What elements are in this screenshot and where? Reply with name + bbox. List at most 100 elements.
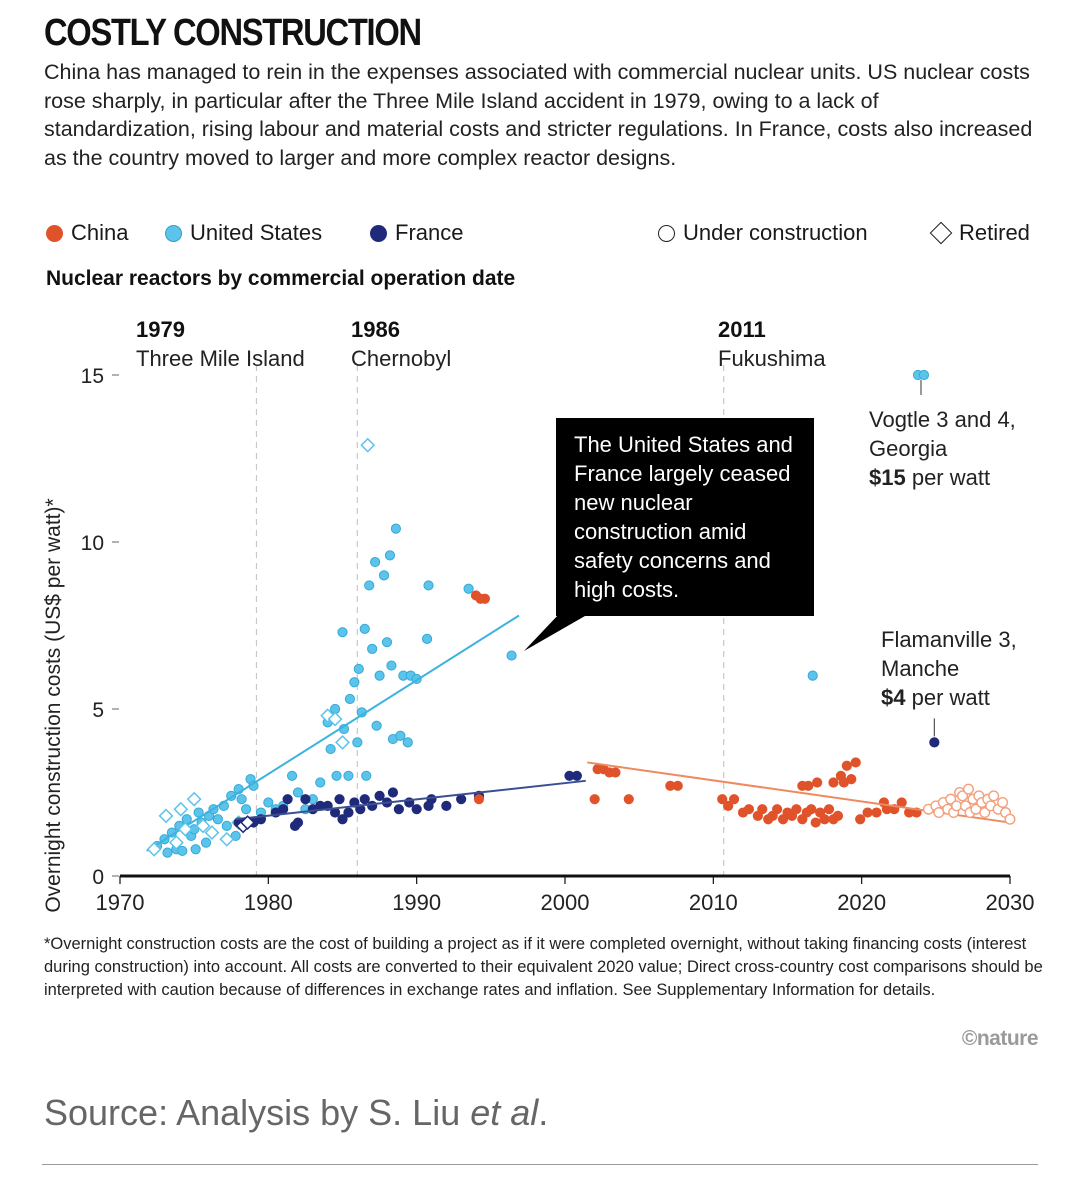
china-point [823,804,835,815]
china-point [850,757,861,768]
united-states-point [370,556,381,568]
france-point [282,794,293,805]
china-point [803,780,814,791]
united-states-point [421,633,433,644]
united-states-point [506,650,517,661]
united-states-retired-point [335,734,350,750]
france-point [393,804,404,815]
legend-item-china: China [46,220,128,246]
united-states-point [337,627,348,638]
nature-credit: ©nature [961,1027,1039,1050]
event-label-1986: Chernobyl [351,346,451,371]
france-point [411,804,422,815]
france-under-construction-point [929,737,940,748]
china-under-construction-point [1004,813,1016,825]
france-point [278,804,289,815]
china-point [729,794,740,805]
united-states-retired-point [173,801,189,817]
bottom-rule [42,1164,1038,1165]
source-italic: et al [470,1092,539,1133]
event-label-1979: Three Mile Island [136,346,305,371]
china-point [846,774,857,785]
united-states-point [374,670,385,681]
united-states-point [371,720,382,731]
france-marker-icon [370,224,387,242]
china-under-construction-point [988,790,1000,802]
source-suffix: . [538,1092,549,1133]
china-point [623,794,634,805]
united-states-point [384,550,396,561]
united-states-under-construction-point [918,369,930,381]
united-states-point [331,770,342,781]
france-point [334,794,345,805]
china-point [717,794,728,805]
united-states-point [463,583,474,594]
legend-item-retired: Retired [929,220,1030,246]
united-states-point [390,523,401,534]
china-point [610,767,621,778]
china-point [473,794,485,805]
united-states-point [349,677,360,688]
united-states-point [343,770,354,781]
chart-heading: Nuclear reactors by commercial operation… [46,267,516,290]
united-states-point [395,730,406,741]
china-point [757,804,768,815]
united-states-point [352,737,363,748]
united-states-point [236,794,247,805]
china-point [772,804,783,815]
france-point [337,814,348,825]
x-tick-label-2000: 2000 [541,890,590,915]
united-states-point [353,663,364,675]
legend-label-china: China [71,220,129,245]
china-under-construction-point [962,783,974,795]
france-point [426,794,437,805]
united-states-point [230,830,241,842]
us-marker-icon [165,224,182,242]
united-states-point [402,737,413,748]
china-under-construction-point [951,800,963,812]
legend: China United States France Under constru… [44,218,1038,250]
callout-pointer [524,613,585,651]
united-states-point [807,670,818,681]
china-point [812,777,823,788]
france-point [359,794,370,805]
flamanville-label-line2: Manche [881,656,959,681]
china-point [862,807,873,818]
united-states-retired-point [158,808,174,824]
united-states-retired-point [219,831,235,847]
united-states-point [423,580,434,591]
united-states-retired-point [168,835,184,851]
vogtle-value: $15 per watt [869,465,990,490]
x-tick-label-1990: 1990 [392,890,441,915]
event-year-1979: 1979 [136,317,185,342]
united-states-point [361,770,372,781]
chart-title: COSTLY CONSTRUCTION [44,12,422,54]
event-label-2011: Fukushima [718,346,826,371]
china-point [589,794,600,805]
china-point [819,814,830,825]
china-under-construction-point [979,807,991,819]
united-states-point [240,804,252,815]
france-point [300,794,311,805]
source-prefix: Source: Analysis by S. Liu [44,1092,471,1133]
event-year-2011: 2011 [718,317,766,342]
united-states-point [381,637,393,648]
x-tick-label-2020: 2020 [837,890,886,915]
china-under-construction-point [997,797,1009,809]
legend-label-retired: Retired [959,220,1030,245]
y-tick-label-5: 5 [92,699,104,722]
united-states-point [162,847,173,858]
united-states-point [325,743,336,755]
x-tick-label-1980: 1980 [244,890,293,915]
vogtle-label-line2: Georgia [869,436,948,461]
china-point [743,804,755,815]
france-point [367,800,378,811]
china-point [871,807,882,818]
event-year-1986: 1986 [351,317,400,342]
china-point [723,800,734,811]
united-states-point [221,820,232,832]
y-tick-label-15: 15 [81,365,104,388]
france-point [374,790,385,801]
united-states-point [386,660,397,671]
united-states-retired-point [327,711,343,727]
